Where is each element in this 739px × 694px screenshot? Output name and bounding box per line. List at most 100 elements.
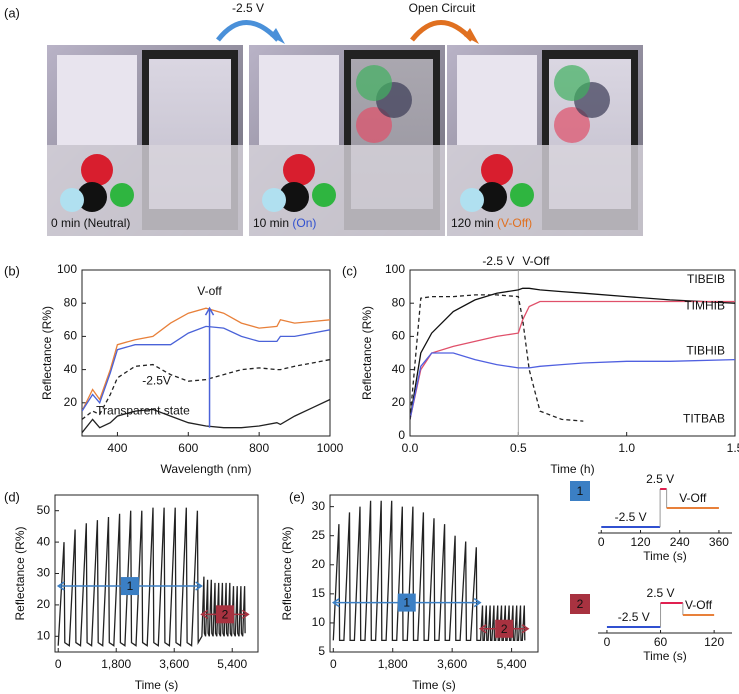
paper <box>259 55 339 145</box>
series-line <box>82 358 330 420</box>
y-axis-label: Reflectance (R%) <box>360 306 374 400</box>
y-tick-label: 40 <box>37 534 51 548</box>
series-line <box>82 398 330 434</box>
plot-frame <box>329 494 539 653</box>
step-label: -2.5 V <box>618 610 650 624</box>
span-head <box>56 581 203 591</box>
step-label: -2.5 V <box>615 510 647 524</box>
series-line <box>57 507 246 647</box>
span-head <box>200 609 250 619</box>
ball <box>481 154 513 186</box>
x-tick-label: 360 <box>709 535 729 549</box>
y-axis-label: Reflectance (R%) <box>40 306 54 400</box>
y-tick-label: 50 <box>37 503 51 517</box>
x-axis-label: Time (s) <box>643 649 687 663</box>
x-tick-label: 1000 <box>317 441 344 455</box>
ball <box>77 182 107 212</box>
caption-part: 0 min (Neutral) <box>51 216 130 230</box>
panel-label: (a) <box>4 5 20 20</box>
plot-frame <box>81 269 331 437</box>
ball <box>477 182 507 212</box>
panel-label: (b) <box>4 263 20 278</box>
caption-part: 120 min <box>451 216 497 230</box>
panel-box <box>570 481 590 501</box>
y-tick-label: 20 <box>312 557 326 571</box>
x-tick-label: 0.5 <box>510 441 527 455</box>
plot-frame <box>409 269 736 437</box>
x-tick-label: 0.0 <box>402 441 419 455</box>
y-tick-label: 10 <box>312 615 326 629</box>
y-tick-label: 5 <box>318 644 325 658</box>
step-label: 2.5 V <box>646 472 674 486</box>
step-label: V-Off <box>685 598 713 612</box>
panel-label: 2 <box>577 597 584 611</box>
y-tick-label: 40 <box>392 362 406 376</box>
span-box <box>120 577 139 596</box>
x-tick-label: 0 <box>604 635 611 649</box>
series-label: TIBEIB <box>687 272 725 286</box>
ball <box>312 183 336 207</box>
y-tick-label: 80 <box>392 295 406 309</box>
y-axis-label: Reflectance (R%) <box>280 526 294 620</box>
x-tick-label: 1.5 <box>727 441 739 455</box>
series-line <box>410 287 735 420</box>
y-tick-label: 60 <box>64 329 78 343</box>
panel-label: (c) <box>342 263 357 278</box>
y-tick-label: 25 <box>312 528 326 542</box>
series-line <box>410 300 735 420</box>
photos: 0 min (Neutral) 10 min (On) 120 min (V-Off… <box>47 45 643 236</box>
panel-box <box>570 594 590 614</box>
switch-label: V-Off <box>522 254 550 268</box>
y-tick-label: 20 <box>37 597 51 611</box>
ball <box>460 188 484 212</box>
series-label: TIMHIB <box>684 299 725 313</box>
span-box <box>495 619 514 638</box>
arrow-head <box>270 28 285 44</box>
x-tick-label: 0 <box>55 657 62 671</box>
arrow-head <box>204 306 215 316</box>
caption: 120 min (V-Off) <box>451 216 532 230</box>
x-tick-label: 600 <box>178 441 198 455</box>
x-tick-label: 5,400 <box>217 657 247 671</box>
span-head <box>478 624 530 634</box>
ball <box>110 183 134 207</box>
paper <box>57 55 137 145</box>
reflection <box>356 65 392 101</box>
x-tick-label: 1.0 <box>618 441 635 455</box>
y-tick-label: 40 <box>64 362 78 376</box>
span-head <box>331 597 482 608</box>
x-tick-label: 400 <box>107 441 127 455</box>
x-tick-label: 800 <box>249 441 269 455</box>
x-tick-label: 3,600 <box>159 657 189 671</box>
y-tick-label: 10 <box>37 628 51 642</box>
paper <box>457 55 537 145</box>
caption: 10 min (On) <box>253 216 316 230</box>
span-box <box>215 605 234 624</box>
panel-label: (e) <box>289 489 305 504</box>
caption-part: 10 min <box>253 216 292 230</box>
arrow <box>216 20 280 42</box>
annotation: Transparent state <box>96 403 190 417</box>
panel-label: (d) <box>4 489 20 504</box>
x-tick-label: 120 <box>630 535 650 549</box>
y-tick-label: 100 <box>385 262 405 276</box>
x-axis-label: Time (s) <box>412 678 456 692</box>
span-label: 1 <box>403 596 410 610</box>
annotation: V-off <box>197 284 222 298</box>
ball <box>60 188 84 212</box>
series-label: TITBAB <box>683 412 725 426</box>
series-line <box>410 294 584 422</box>
arrow-head <box>464 28 479 44</box>
y-axis-label: Reflectance (R%) <box>13 526 27 620</box>
y-tick-label: 30 <box>37 566 51 580</box>
series-label: TIBHIB <box>686 344 725 358</box>
span-label: 1 <box>127 579 134 593</box>
arrow-label: -2.5 V <box>232 1 264 15</box>
series-line <box>82 325 330 412</box>
x-tick-label: 60 <box>654 635 668 649</box>
reflection <box>554 107 590 143</box>
ball <box>262 188 286 212</box>
span-label: 2 <box>222 607 229 621</box>
panel-label: 1 <box>577 484 584 498</box>
